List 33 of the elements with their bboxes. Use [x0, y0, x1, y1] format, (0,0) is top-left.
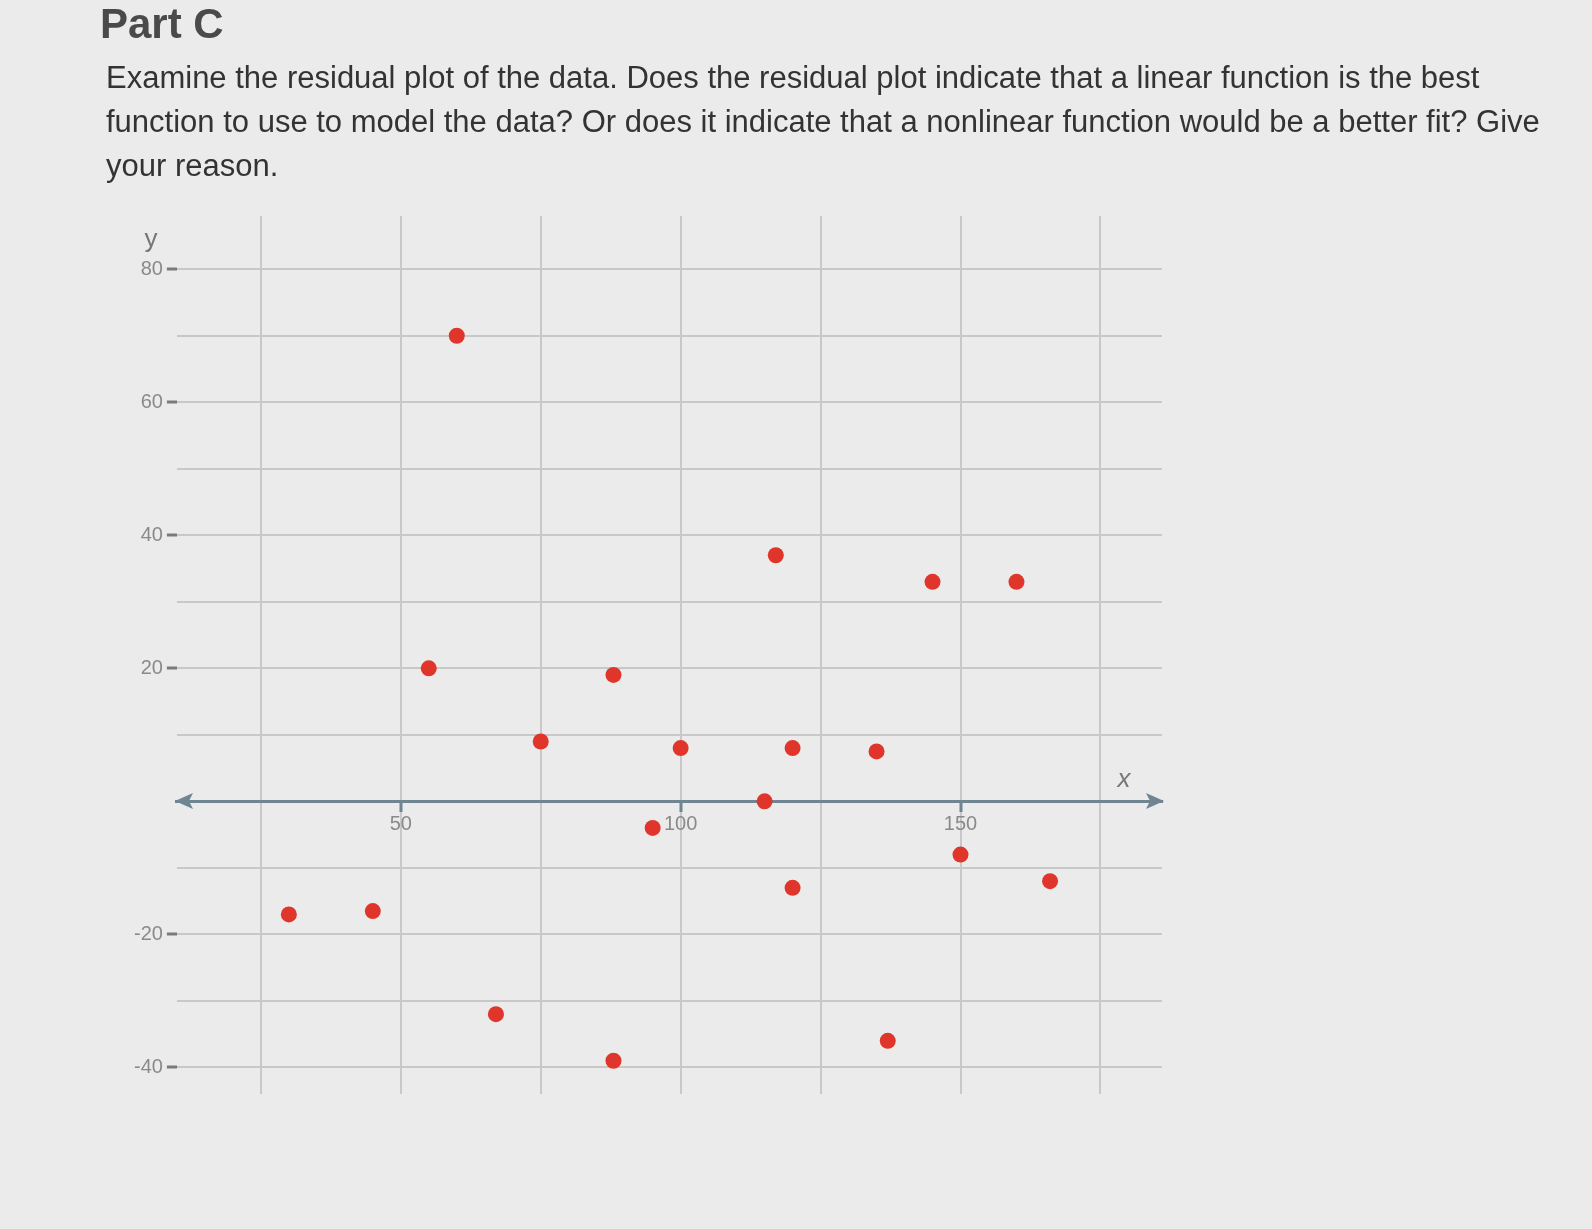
point: [605, 1052, 622, 1069]
y-tick-label: -20: [134, 921, 163, 944]
point: [767, 547, 784, 564]
chart-title: Part C: [100, 0, 224, 48]
y-tick-label: 40: [140, 522, 163, 545]
point: [280, 906, 297, 923]
x-tick-label: 50: [389, 811, 412, 834]
point: [644, 819, 661, 836]
point: [420, 660, 437, 677]
point: [952, 846, 969, 863]
point: [532, 733, 549, 750]
point: [448, 327, 465, 344]
point: [364, 903, 381, 920]
point: [879, 1032, 896, 1049]
point: [756, 793, 773, 810]
point: [784, 879, 801, 896]
point: [672, 740, 689, 757]
y-tick-label: 80: [140, 256, 163, 279]
point: [605, 666, 622, 683]
chart-subtitle: Examine the residual plot of the data. Does the residual plot indicate that a linear function is the best function to use to model the data? Or does it indicate that a nonlinear function would be a better fit? Give your reason.: [106, 59, 1541, 185]
x-tick-label: 150: [943, 811, 978, 834]
point: [1008, 573, 1025, 590]
y-tick-label: -40: [134, 1054, 163, 1077]
x-axis-title: x: [1115, 762, 1132, 793]
x-tick-label: 100: [663, 811, 698, 834]
y-axis-title: y: [144, 223, 158, 254]
point: [868, 743, 885, 760]
point: [487, 1006, 504, 1023]
point: [784, 740, 801, 757]
point: [1042, 873, 1059, 890]
y-tick-label: 60: [140, 389, 163, 412]
y-tick-label: 20: [140, 655, 163, 678]
point: [924, 573, 941, 590]
